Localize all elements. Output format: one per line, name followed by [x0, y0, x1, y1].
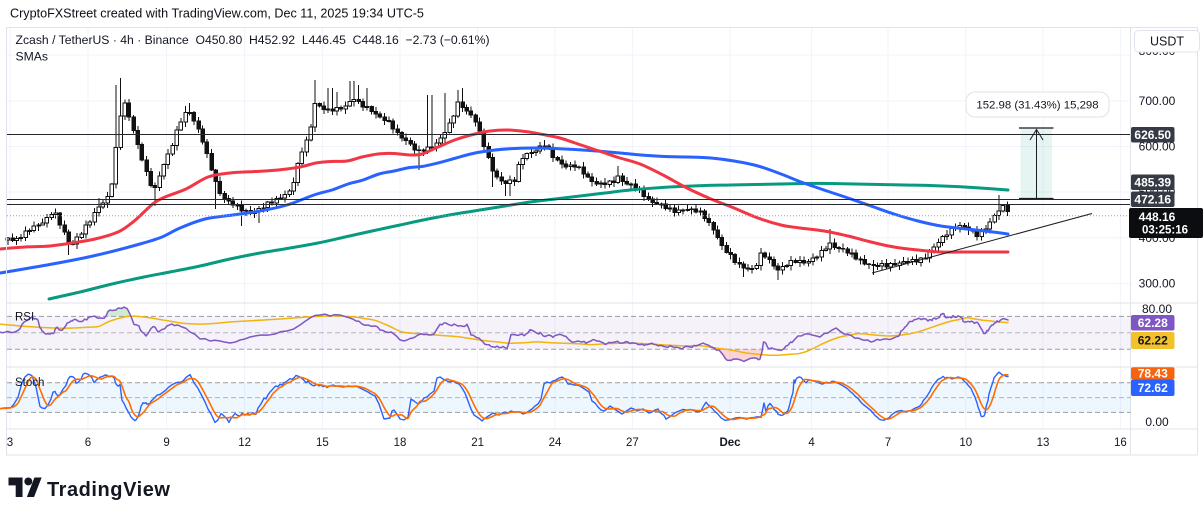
svg-text:0.00: 0.00 — [1145, 415, 1169, 429]
svg-text:9: 9 — [163, 437, 169, 449]
svg-text:SMAs: SMAs — [16, 50, 49, 64]
svg-text:Dec: Dec — [719, 437, 741, 449]
svg-text:300.00: 300.00 — [1139, 277, 1176, 291]
svg-text:RSI: RSI — [15, 312, 34, 324]
svg-text:626.50: 626.50 — [1134, 128, 1171, 142]
svg-text:152.98 (31.43%) 15,298: 152.98 (31.43%) 15,298 — [976, 100, 1098, 112]
svg-text:15: 15 — [316, 437, 329, 449]
svg-text:16: 16 — [1114, 437, 1127, 449]
svg-text:Zcash / TetherUS · 4h · Binanc: Zcash / TetherUS · 4h · Binance O450.80 … — [16, 33, 490, 47]
svg-text:10: 10 — [959, 437, 972, 449]
svg-text:13: 13 — [1037, 437, 1050, 449]
svg-text:27: 27 — [626, 437, 639, 449]
svg-text:Stoch: Stoch — [15, 377, 44, 389]
svg-text:485.39: 485.39 — [1134, 175, 1171, 189]
svg-text:472.16: 472.16 — [1134, 192, 1171, 206]
svg-text:12: 12 — [238, 437, 251, 449]
svg-text:CryptoFXStreet created with Tr: CryptoFXStreet created with TradingView.… — [10, 7, 424, 21]
svg-text:03:25:16: 03:25:16 — [1142, 225, 1188, 237]
svg-text:600.00: 600.00 — [1139, 140, 1176, 154]
svg-text:62.22: 62.22 — [1138, 334, 1168, 348]
svg-text:3: 3 — [7, 437, 13, 449]
svg-text:448.16: 448.16 — [1139, 210, 1176, 224]
svg-text:6: 6 — [85, 437, 91, 449]
svg-text:4: 4 — [808, 437, 815, 449]
svg-text:TradingView: TradingView — [47, 479, 171, 501]
svg-text:21: 21 — [471, 437, 484, 449]
svg-text:24: 24 — [549, 437, 562, 449]
svg-text:62.28: 62.28 — [1138, 316, 1168, 330]
svg-text:78.43: 78.43 — [1138, 367, 1168, 381]
svg-text:7: 7 — [885, 437, 891, 449]
svg-text:72.62: 72.62 — [1138, 381, 1168, 395]
svg-text:USDT: USDT — [1150, 35, 1184, 49]
svg-text:18: 18 — [394, 437, 407, 449]
svg-text:80.00: 80.00 — [1142, 302, 1172, 316]
svg-text:700.00: 700.00 — [1139, 94, 1176, 108]
